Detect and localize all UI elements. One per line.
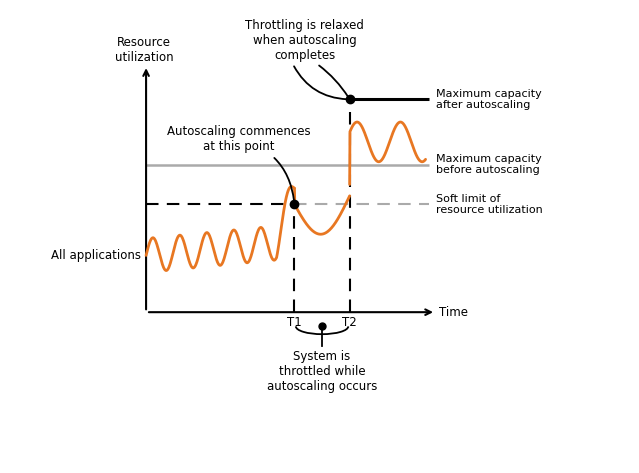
Text: Time: Time [440,306,468,319]
Text: All applications: All applications [51,249,141,262]
Text: Autoscaling commences
at this point: Autoscaling commences at this point [167,125,311,201]
Text: Throttling is relaxed
when autoscaling
completes: Throttling is relaxed when autoscaling c… [245,19,364,62]
Text: Soft limit of
resource utilization: Soft limit of resource utilization [436,193,543,215]
Text: System is
throttled while
autoscaling occurs: System is throttled while autoscaling oc… [267,350,377,394]
Text: T2: T2 [343,316,357,329]
Text: Resource
utilization: Resource utilization [115,36,174,64]
Text: Maximum capacity
before autoscaling: Maximum capacity before autoscaling [436,154,542,175]
Text: T1: T1 [287,316,302,329]
Text: Maximum capacity
after autoscaling: Maximum capacity after autoscaling [436,88,542,110]
